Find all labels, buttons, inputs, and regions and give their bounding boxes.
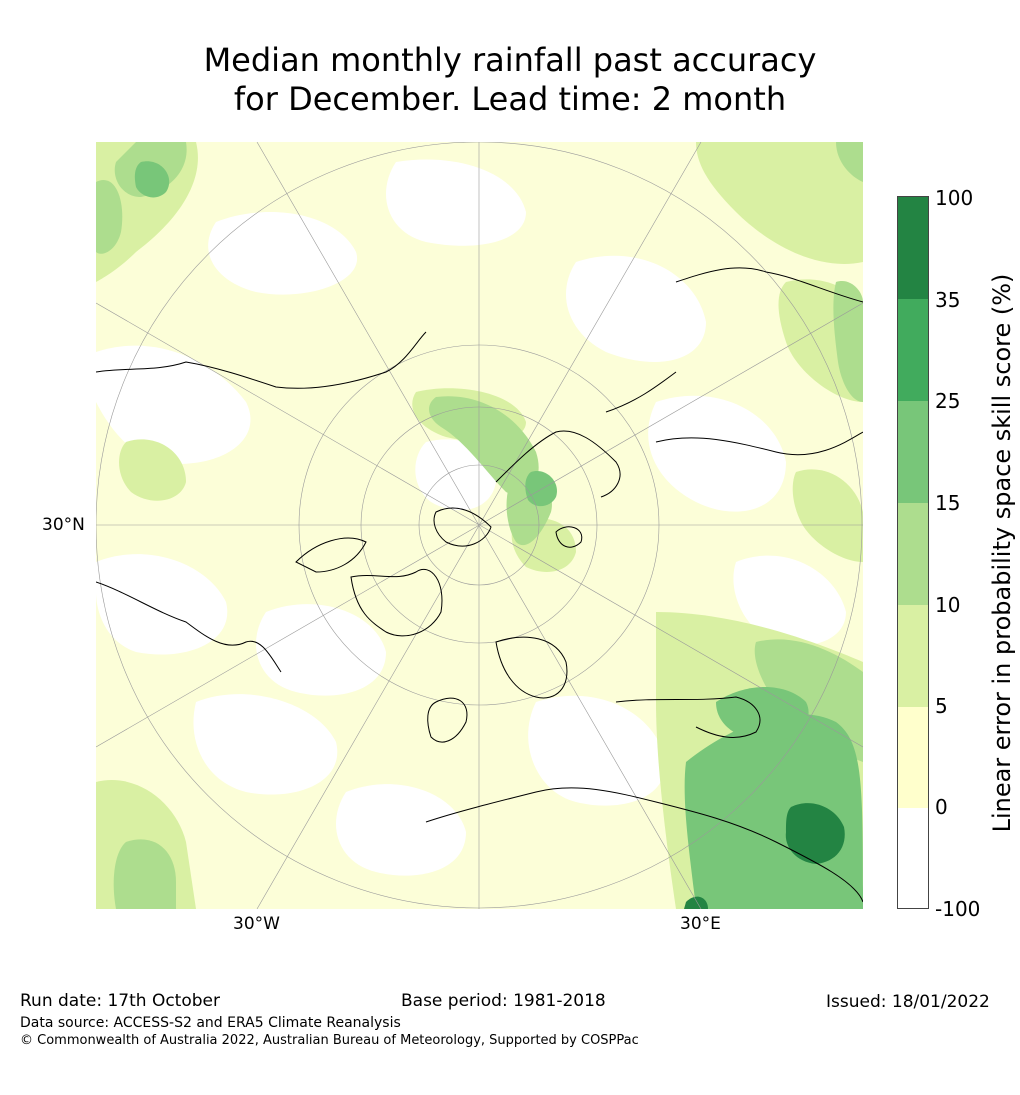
coastlines	[96, 267, 863, 903]
chart-title-line-2: for December. Lead time: 2 month	[233, 80, 787, 118]
skill-score-field	[96, 142, 863, 909]
graticule	[96, 142, 863, 909]
colorbar-segment-15-25	[898, 401, 928, 503]
colorbar	[897, 196, 929, 909]
colorbar-segment-25-35	[898, 299, 928, 401]
base-period: Base period: 1981-2018	[401, 991, 606, 1011]
colorbar-tick: 35	[935, 288, 961, 312]
colorbar-tick: 5	[935, 694, 948, 718]
colorbar-segment-5-10	[898, 605, 928, 707]
polar-map	[96, 142, 863, 909]
colorbar-tick: 25	[935, 389, 961, 413]
copyright: © Commonwealth of Australia 2022, Austra…	[20, 1033, 639, 1048]
colorbar-segment-minus100-0	[898, 808, 928, 908]
colorbar-tick: 15	[935, 491, 961, 515]
colorbar-segment-0-5	[898, 707, 928, 808]
colorbar-tick: -100	[935, 897, 981, 921]
lon-label-30e: 30°E	[680, 914, 721, 934]
colorbar-tick: 10	[935, 593, 961, 617]
issued-date: Issued: 18/01/2022	[826, 992, 990, 1012]
colorbar-tick: 0	[935, 795, 948, 819]
data-source: Data source: ACCESS-S2 and ERA5 Climate …	[20, 1015, 401, 1031]
colorbar-tick: 100	[935, 186, 974, 210]
chart-title-line-1: Median monthly rainfall past accuracy	[203, 41, 817, 79]
run-date: Run date: 17th October	[20, 991, 220, 1011]
colorbar-label: Linear error in probability space skill …	[988, 273, 1016, 833]
colorbar-segment-35-100	[898, 197, 928, 299]
lat-label-30n: 30°N	[42, 515, 85, 535]
colorbar-segment-10-15	[898, 503, 928, 605]
lon-label-30w: 30°W	[233, 914, 280, 934]
